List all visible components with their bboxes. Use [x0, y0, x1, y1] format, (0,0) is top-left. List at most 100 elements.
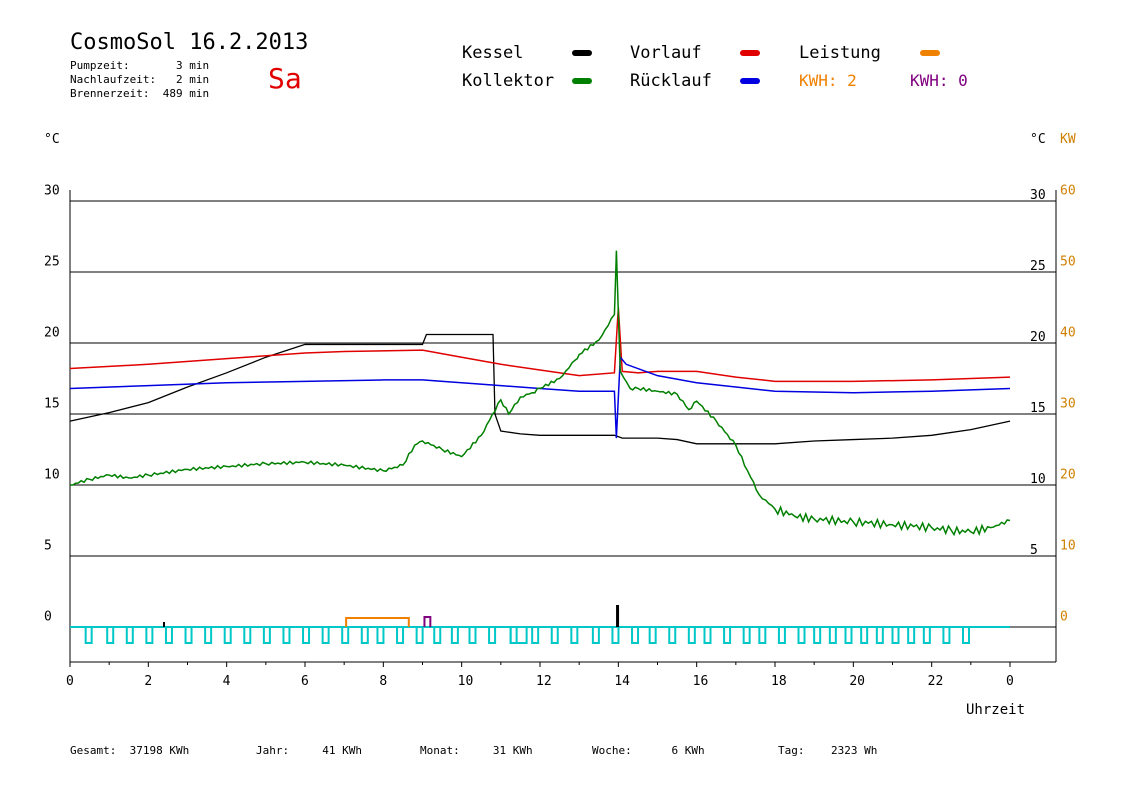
x-tick-12: 0: [1006, 674, 1014, 689]
x-tick-0: 0: [66, 674, 74, 689]
pump-cycle-28: [631, 626, 640, 644]
pump-cycle-0: [84, 626, 93, 644]
pump-cycle-1: [106, 626, 115, 644]
pump-cycle-15: [376, 626, 385, 644]
series-line-kessel: [69, 333, 1011, 445]
x-tick-8: 16: [693, 674, 709, 689]
pump-cycle-16: [396, 626, 405, 644]
kwh-second-text: KWH: 0: [910, 71, 968, 90]
pump-cycle-37: [797, 626, 806, 644]
legend-kessel-label: Kessel: [462, 43, 524, 63]
pump-cycle-29: [648, 626, 657, 644]
page-title: CosmoSol 16.2.2013: [70, 30, 309, 55]
pump-cycle-27: [611, 626, 620, 644]
y-tick-left-25: 25: [44, 255, 60, 270]
left-unit-label: °C: [44, 132, 60, 147]
y-tick-kw-25: 50: [1060, 255, 1076, 270]
y-tick-right-c-30: 30: [1030, 188, 1046, 203]
pump-cycle-41: [860, 626, 869, 644]
pump-cycle-32: [703, 626, 712, 644]
x-tick-9: 18: [771, 674, 787, 689]
legend-ruecklauf-label: Rücklauf: [630, 71, 712, 91]
x-tick-5: 10: [458, 674, 474, 689]
pump-cycle-10: [282, 626, 291, 644]
pump-cycle-47: [962, 626, 970, 644]
pump-cycle-26: [591, 626, 600, 644]
x-tick-2: 4: [223, 674, 231, 689]
footer-woche: Woche: 6 KWh: [592, 744, 705, 757]
legend-leistung-label: Leistung: [799, 43, 881, 63]
pump-cycle-20: [468, 626, 477, 644]
pump-cycle-42: [875, 626, 884, 644]
legend-vorlauf-label: Vorlauf: [630, 43, 702, 63]
x-tick-6: 12: [536, 674, 552, 689]
right-unit-c-label: °C: [1030, 132, 1046, 147]
pump-cycle-35: [758, 626, 767, 644]
y-tick-right-c-20: 20: [1030, 330, 1046, 345]
pump-cycle-18: [433, 626, 442, 644]
footer-gesamt: Gesamt: 37198 KWh: [70, 744, 190, 757]
pump-cycle-33: [723, 626, 732, 644]
pump-cycle-45: [922, 626, 931, 644]
brennerzeit-text: Brennerzeit: 489 min: [70, 87, 210, 100]
pump-cycle-3: [145, 626, 154, 644]
pump-cycle-24: [550, 626, 559, 644]
y-tick-right-c-15: 15: [1030, 401, 1046, 416]
pump-cycle-11: [302, 626, 311, 644]
y-tick-right-c-5: 5: [1030, 543, 1038, 558]
pump-cycle-13: [341, 626, 350, 644]
pump-cycle-25: [570, 626, 579, 644]
pump-cycle-6: [204, 626, 213, 644]
legend-kessel-swatch: [572, 50, 592, 56]
legend-leistung-swatch: [920, 50, 940, 56]
footer-monat: Monat: 31 KWh: [420, 744, 533, 757]
y-tick-kw-30: 60: [1060, 184, 1076, 199]
footer-jahr: Jahr: 41 KWh: [256, 744, 362, 757]
legend-kollektor-label: Kollektor: [462, 71, 555, 91]
series-line-vorlauf: [69, 307, 1011, 383]
pump-cycle-21: [488, 626, 497, 644]
pump-cycle-2: [125, 626, 134, 644]
pump-cycle-31: [687, 626, 696, 644]
pump-cycle-wide: [509, 626, 528, 644]
x-axis-label: Uhrzeit: [966, 702, 1026, 718]
y-tick-left-0: 0: [44, 610, 52, 625]
leistung-curve: [345, 617, 410, 627]
x-tick-4: 8: [379, 674, 387, 689]
pump-cycle-9: [262, 626, 271, 644]
y-tick-left-20: 20: [44, 326, 60, 341]
y-tick-left-5: 5: [44, 539, 52, 554]
pump-cycle-30: [668, 626, 677, 644]
x-tick-7: 14: [614, 674, 630, 689]
footer-tag: Tag: 2323 Wh: [778, 744, 878, 757]
pump-cycle-36: [777, 626, 786, 644]
series-line-ruecklauf: [69, 355, 1011, 439]
x-tick-3: 6: [301, 674, 309, 689]
x-tick-1: 2: [144, 674, 152, 689]
pump-cycle-23: [531, 626, 540, 644]
pump-cycle-34: [742, 626, 751, 644]
y-tick-left-30: 30: [44, 184, 60, 199]
y-tick-right-c-25: 25: [1030, 259, 1046, 274]
pump-cycle-39: [828, 626, 837, 644]
right-unit-kw-label: KW: [1060, 132, 1076, 147]
pumpzeit-text: Pumpzeit: 3 min: [70, 59, 210, 72]
pump-cycle-5: [184, 626, 193, 644]
legend-vorlauf-swatch: [740, 50, 760, 56]
y-tick-kw-10: 20: [1060, 468, 1076, 483]
pump-cycle-44: [907, 626, 916, 644]
nachlaufzeit-text: Nachlaufzeit: 2 min: [70, 73, 210, 86]
kwh-leistung-text: KWH: 2: [799, 71, 857, 90]
y-tick-kw-15: 30: [1060, 397, 1076, 412]
pump-cycle-14: [360, 626, 369, 644]
pump-cycle-7: [223, 626, 232, 644]
pump-cycle-46: [942, 626, 951, 644]
pump-cycle-12: [321, 626, 330, 644]
series-line-kollektor: [70, 250, 1011, 537]
pump-cycle-43: [891, 626, 900, 644]
x-tick-10: 20: [849, 674, 865, 689]
y-tick-left-10: 10: [44, 468, 60, 483]
y-tick-kw-20: 40: [1060, 326, 1076, 341]
legend-ruecklauf-swatch: [740, 78, 760, 84]
